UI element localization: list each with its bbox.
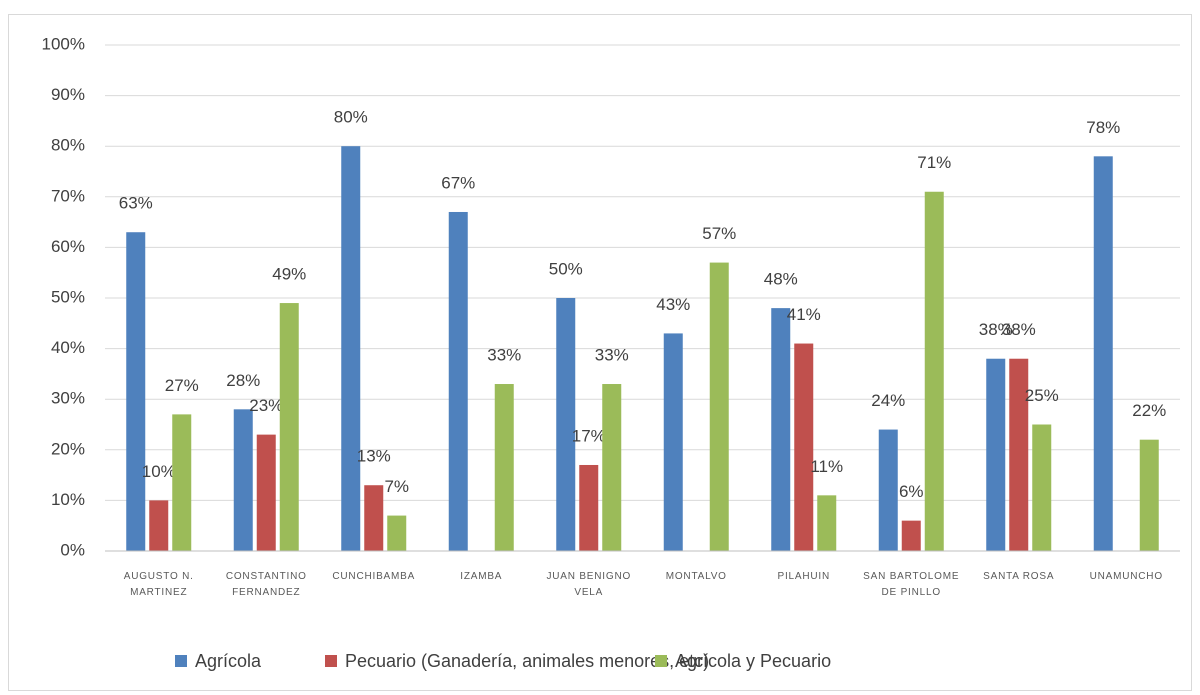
data-label: 38% xyxy=(979,320,1013,339)
legend-swatch xyxy=(175,655,187,667)
bar xyxy=(494,384,514,551)
bar xyxy=(794,343,814,551)
bar xyxy=(341,146,361,551)
data-label: 27% xyxy=(165,376,199,395)
bar xyxy=(448,211,468,552)
x-tick-label: SANTA ROSA xyxy=(983,571,1055,582)
legend-label: Agrícola xyxy=(195,651,262,671)
bar xyxy=(1093,156,1113,551)
bar xyxy=(878,429,898,551)
data-label: 7% xyxy=(384,477,409,496)
data-label: 71% xyxy=(917,153,951,172)
y-tick-label: 40% xyxy=(51,338,85,357)
bar xyxy=(771,308,791,551)
y-tick-label: 30% xyxy=(51,389,85,408)
bar xyxy=(579,464,599,551)
data-label: 38% xyxy=(1002,320,1036,339)
x-tick-label: PILAHUIN xyxy=(777,571,831,582)
data-label: 63% xyxy=(119,194,153,213)
bar xyxy=(709,262,729,551)
data-label: 22% xyxy=(1132,401,1166,420)
legend-swatch xyxy=(655,655,667,667)
data-label: 41% xyxy=(787,305,821,324)
bar xyxy=(817,495,837,551)
bar xyxy=(387,515,407,551)
bar xyxy=(364,485,384,551)
bar xyxy=(126,232,146,551)
y-tick-label: 10% xyxy=(51,490,85,509)
y-tick-label: 90% xyxy=(51,85,85,104)
bar xyxy=(233,409,253,551)
data-label: 67% xyxy=(441,173,475,192)
legend-swatch xyxy=(325,655,337,667)
x-tick-label: CONSTANTINO FERNANDEZ xyxy=(225,571,307,598)
bar xyxy=(986,358,1006,551)
data-label: 23% xyxy=(249,396,283,415)
data-label: 49% xyxy=(272,265,306,284)
x-tick-label: AUGUSTO N. MARTINEZ xyxy=(123,571,194,598)
data-label: 25% xyxy=(1025,386,1059,405)
bar xyxy=(1009,358,1029,551)
bar xyxy=(149,500,169,551)
data-label: 13% xyxy=(357,447,391,466)
data-label: 28% xyxy=(226,371,260,390)
bar xyxy=(556,298,576,551)
bar xyxy=(901,520,921,551)
y-tick-label: 70% xyxy=(51,186,85,205)
data-label: 10% xyxy=(142,462,176,481)
data-label: 57% xyxy=(702,224,736,243)
bar xyxy=(602,384,622,551)
data-label: 6% xyxy=(899,482,924,501)
bar xyxy=(1139,439,1159,551)
data-label: 33% xyxy=(487,346,521,365)
bar xyxy=(279,303,299,551)
y-tick-label: 50% xyxy=(51,287,85,306)
x-tick-label: SAN BARTOLOME DE PINLLO xyxy=(863,571,960,598)
x-tick-label: JUAN BENIGNO VELA xyxy=(546,571,632,598)
data-label: 43% xyxy=(656,295,690,314)
data-label: 11% xyxy=(810,457,843,476)
chart-border xyxy=(8,14,1192,691)
x-tick-label: MONTALVO xyxy=(665,571,727,582)
y-tick-label: 20% xyxy=(51,439,85,458)
bar xyxy=(663,333,683,551)
data-label: 17% xyxy=(572,426,606,445)
legend-label: Pecuario (Ganadería, animales menores, e… xyxy=(345,651,709,671)
data-label: 78% xyxy=(1086,118,1120,137)
y-tick-label: 60% xyxy=(51,237,85,256)
bar xyxy=(924,191,944,552)
y-tick-label: 80% xyxy=(51,136,85,155)
data-label: 80% xyxy=(334,108,368,127)
x-tick-label: CUNCHIBAMBA xyxy=(332,571,416,582)
x-tick-label: IZAMBA xyxy=(460,571,503,582)
data-label: 33% xyxy=(595,346,629,365)
x-tick-label: UNAMUNCHO xyxy=(1089,571,1163,582)
data-label: 24% xyxy=(871,391,905,410)
data-label: 48% xyxy=(764,270,798,289)
y-tick-label: 100% xyxy=(42,34,85,53)
legend-label: Agrícola y Pecuario xyxy=(675,651,831,671)
bar xyxy=(256,434,276,551)
y-tick-label: 0% xyxy=(60,540,85,559)
bar xyxy=(172,414,192,551)
bar xyxy=(1032,424,1052,551)
data-label: 50% xyxy=(549,259,583,278)
